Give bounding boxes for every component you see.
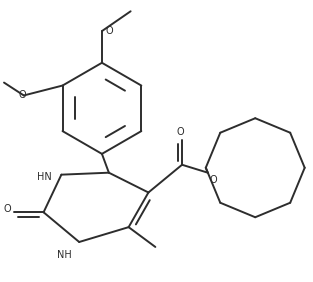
Text: O: O xyxy=(176,127,184,137)
Text: O: O xyxy=(106,26,114,36)
Text: O: O xyxy=(3,204,11,214)
Text: O: O xyxy=(18,91,26,100)
Text: NH: NH xyxy=(57,250,71,260)
Text: O: O xyxy=(210,175,217,185)
Text: HN: HN xyxy=(37,172,52,182)
